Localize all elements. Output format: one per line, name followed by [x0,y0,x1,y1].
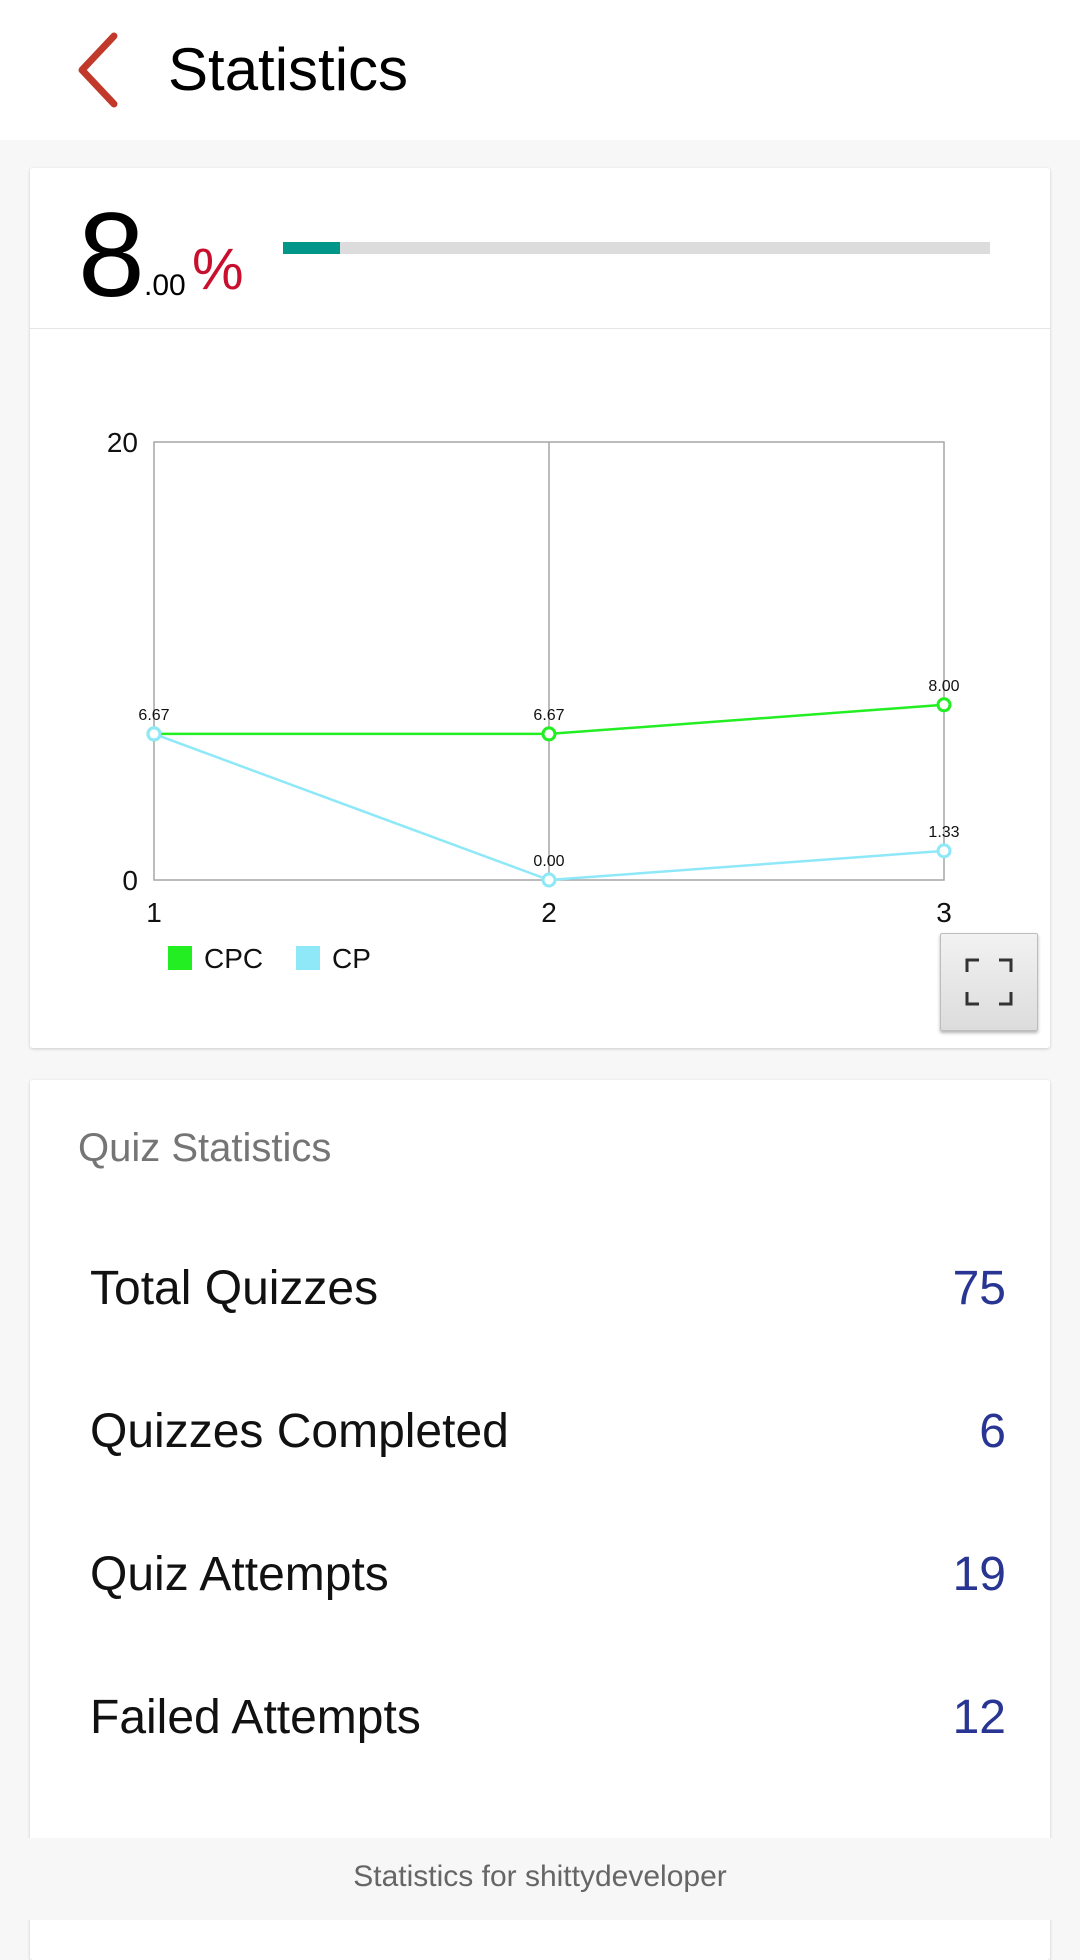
data-point [936,697,952,713]
data-label: 8.00 [928,678,959,695]
data-point [541,872,557,888]
percent-sign: % [192,237,244,302]
legend-label: CPC [204,943,263,974]
legend-label: CP [332,943,371,974]
stat-row-quizzes-completed: Quizzes Completed 6 [90,1391,1006,1471]
data-point [541,726,557,742]
y-tick-label: 0 [122,865,138,896]
score-row: 8 .00 % [30,168,1050,329]
y-tick-label: 20 [107,427,138,458]
x-tick-label: 2 [541,897,557,928]
score-integer: 8 [78,188,145,322]
score-chart-card: 8 .00 % 0 20 1 2 3 6.67 6.67 8.00 0.00 1.33 CPC CP [30,168,1050,1048]
data-label: 6.67 [533,707,564,724]
stat-label: Failed Attempts [90,1690,421,1744]
stat-row-quiz-attempts: Quiz Attempts 19 [90,1534,1006,1614]
stat-value: 12 [952,1690,1006,1744]
page-title: Statistics [168,36,409,103]
legend-swatch-cpc [168,946,192,970]
footer-text: Statistics for shittydeveloper [353,1860,727,1893]
stat-value: 19 [952,1547,1006,1601]
fullscreen-button[interactable] [940,933,1038,1031]
stat-label: Quiz Attempts [90,1547,389,1601]
x-tick-label: 1 [146,897,162,928]
x-tick-label: 3 [936,897,952,928]
score-decimals: .00 [144,269,186,302]
stat-label: Total Quizzes [90,1261,379,1315]
stat-value: 6 [979,1404,1006,1458]
stat-value: 75 [952,1261,1006,1315]
chevron-left-icon [78,32,118,108]
score-progress-fill [283,242,340,254]
fullscreen-icon [965,958,1013,1006]
footer: Statistics for shittydeveloper [0,1838,1080,1920]
stat-row-failed-attempts: Failed Attempts 12 [90,1677,1006,1757]
score-progress-bar [283,242,990,254]
line-chart: 0 20 1 2 3 6.67 6.67 8.00 0.00 1.33 CPC CP [107,427,960,974]
section-title: Quiz Statistics [78,1126,332,1170]
quiz-statistics-card: Quiz Statistics Total Quizzes 75 Quizzes… [30,1080,1050,1960]
app-bar: Statistics [0,0,1080,140]
data-label: 6.67 [138,707,169,724]
data-point [146,726,162,742]
data-point [936,843,952,859]
stat-label: Quizzes Completed [90,1404,509,1458]
legend-swatch-cp [296,946,320,970]
data-label: 1.33 [928,824,959,841]
data-label: 0.00 [533,853,564,870]
back-button[interactable] [58,22,138,118]
stat-row-total-quizzes: Total Quizzes 75 [90,1248,1006,1328]
